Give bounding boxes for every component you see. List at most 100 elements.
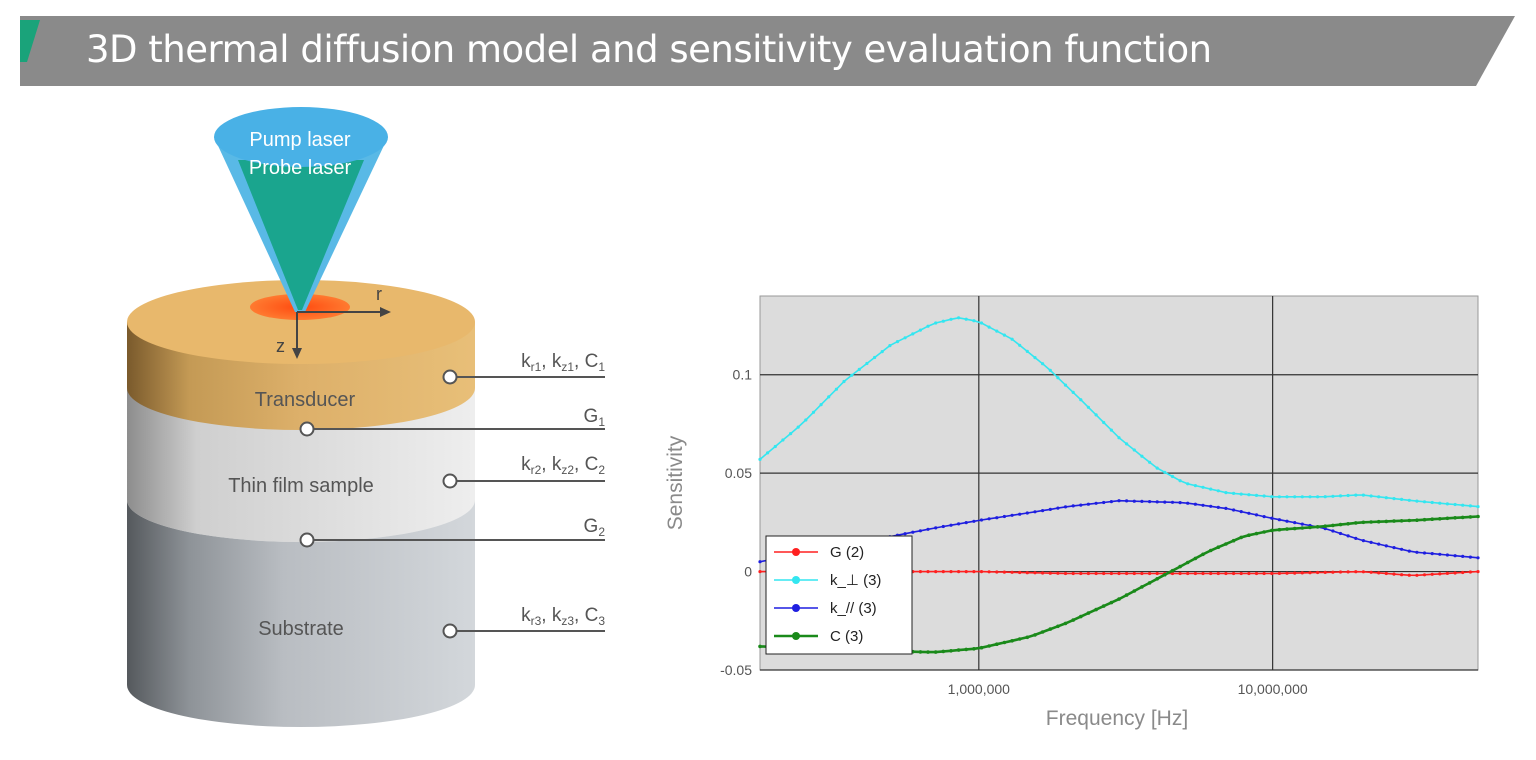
series-2-point-80 (1369, 540, 1373, 544)
series-3-point-86 (1415, 518, 1419, 522)
interface-1-param: G1 (584, 406, 606, 429)
series-2-point-84 (1400, 547, 1404, 551)
series-3-point-59 (1208, 548, 1213, 553)
series-1-point-45 (1102, 420, 1106, 425)
series-2-point-49 (1132, 499, 1136, 503)
series-0-point-0 (758, 570, 762, 574)
series-1-point-75 (1331, 494, 1335, 498)
y-tick-label-1: 0 (744, 564, 752, 580)
series-1-point-89 (1438, 501, 1442, 505)
series-0-point-42 (1079, 571, 1083, 576)
series-1-point-1 (766, 451, 770, 455)
series-1-point-73 (1316, 495, 1320, 499)
series-2-point-88 (1430, 552, 1434, 556)
series-0-point-84 (1400, 573, 1404, 577)
series-0-point-92 (1461, 570, 1465, 575)
series-3-point-73 (1315, 525, 1320, 529)
series-3-point-53 (1163, 572, 1167, 577)
series-1-point-2 (773, 444, 777, 449)
series-0-point-55 (1178, 571, 1182, 576)
series-1-point-76 (1338, 494, 1343, 498)
series-1-point-52 (1155, 466, 1159, 470)
series-3-point-38 (1048, 627, 1053, 631)
series-1-point-4 (789, 432, 793, 436)
series-3-point-54 (1170, 568, 1175, 573)
series-3-point-75 (1331, 523, 1335, 528)
series-1-point-17 (888, 344, 892, 348)
series-1-point-25 (949, 317, 953, 321)
series-3-point-80 (1369, 520, 1373, 524)
series-2-point-63 (1239, 510, 1243, 514)
series-2-point-34 (1018, 512, 1022, 516)
series-2-point-27 (964, 521, 968, 525)
series-1-point-33 (1010, 337, 1014, 341)
series-3-point-65 (1254, 531, 1259, 536)
series-3-point-93 (1468, 515, 1473, 519)
series-1-point-26 (957, 316, 961, 320)
thin-film-marker (442, 473, 458, 489)
series-0-point-43 (1086, 571, 1090, 576)
series-0-point-56 (1186, 571, 1190, 576)
banner-accent-stripe (20, 20, 40, 62)
series-1-point-21 (918, 328, 922, 332)
series-1-point-57 (1193, 484, 1197, 488)
series-0-point-77 (1346, 570, 1350, 574)
series-3-point-39 (1056, 624, 1060, 629)
series-1-point-12 (850, 373, 854, 377)
page-title: 3D thermal diffusion model and sensitivi… (86, 28, 1212, 71)
legend-label-2: k_// (3) (830, 600, 877, 617)
series-1-point-87 (1422, 500, 1427, 504)
series-0-point-46 (1109, 571, 1113, 576)
series-3-point-47 (1117, 597, 1121, 601)
series-0-point-38 (1048, 571, 1052, 575)
series-3-point-89 (1438, 517, 1442, 521)
series-2-point-70 (1293, 521, 1297, 525)
transducer-marker (442, 369, 458, 385)
series-1-point-22 (926, 324, 930, 328)
transducer-layer (127, 280, 475, 430)
series-2-point-68 (1277, 518, 1281, 522)
series-1-point-67 (1270, 495, 1274, 499)
series-3-point-49 (1132, 589, 1137, 593)
series-1-point-0 (758, 457, 762, 461)
series-1-point-28 (972, 319, 976, 323)
series-3-point-71 (1300, 526, 1305, 530)
series-1-point-30 (987, 325, 991, 329)
series-2-point-44 (1094, 501, 1098, 505)
series-1-point-83 (1392, 497, 1396, 501)
coordinate-axes (292, 307, 391, 359)
series-0-point-72 (1308, 571, 1312, 575)
series-3-point-41 (1071, 618, 1075, 622)
series-2-point-79 (1361, 539, 1365, 543)
thermal-model-diagram: Pump laser Probe laser r z Transducer Th… (127, 107, 606, 727)
series-1-point-40 (1063, 383, 1068, 387)
series-0-point-66 (1262, 571, 1266, 576)
series-0-point-40 (1063, 571, 1068, 576)
series-0-point-48 (1125, 571, 1129, 576)
series-3-point-29 (979, 645, 984, 650)
series-0-point-37 (1041, 571, 1045, 575)
legend-box (765, 535, 913, 655)
series-3-point-74 (1323, 524, 1327, 528)
series-2-point-36 (1033, 510, 1037, 514)
series-1-point-5 (796, 425, 800, 429)
series-0-point-91 (1453, 571, 1457, 575)
series-2-point-51 (1148, 500, 1152, 504)
series-2-point-48 (1125, 499, 1129, 503)
series-2-point-77 (1346, 534, 1350, 538)
series-2-point-25 (949, 523, 953, 527)
series-2-point-55 (1178, 501, 1182, 505)
title-banner (20, 16, 1515, 86)
series-3-point-46 (1109, 600, 1114, 605)
series-2-point-54 (1170, 500, 1175, 504)
series-1-point-3 (781, 438, 785, 442)
series-0-point-50 (1140, 571, 1144, 576)
interface-2-param: G2 (584, 516, 606, 539)
series-0-point-74 (1323, 570, 1327, 574)
series-0-point-75 (1331, 570, 1335, 574)
series-0-point-35 (1025, 571, 1029, 575)
series-0-point-93 (1468, 570, 1472, 574)
series-1-point-84 (1400, 497, 1404, 501)
series-3-point-48 (1124, 593, 1129, 597)
series-0-point-47 (1117, 571, 1121, 576)
